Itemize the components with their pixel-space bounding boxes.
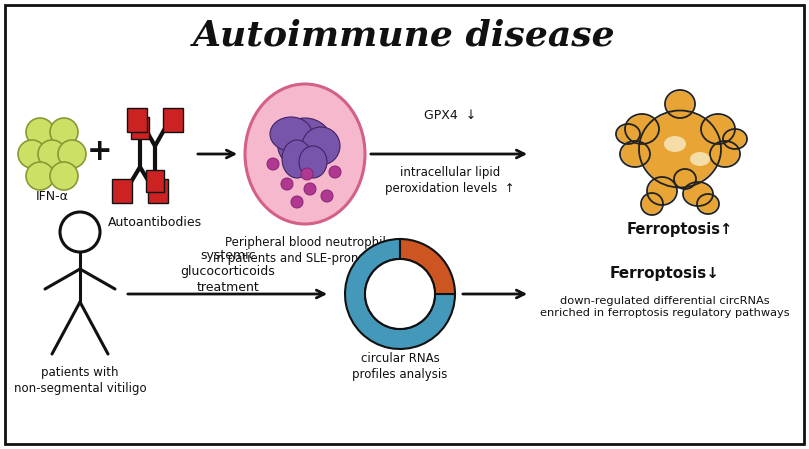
Ellipse shape (270, 117, 312, 151)
Ellipse shape (299, 146, 327, 178)
Text: Autoantibodies: Autoantibodies (108, 216, 202, 229)
Text: systemic
glucocorticoids
treatment: systemic glucocorticoids treatment (180, 249, 275, 294)
Wedge shape (345, 239, 455, 349)
Circle shape (304, 183, 316, 195)
Text: +: + (87, 137, 112, 167)
Ellipse shape (690, 152, 710, 166)
Ellipse shape (666, 91, 694, 117)
Ellipse shape (711, 142, 739, 166)
Circle shape (365, 259, 435, 329)
Ellipse shape (664, 136, 686, 152)
Text: IFN-α: IFN-α (36, 190, 69, 203)
Circle shape (58, 140, 86, 168)
Wedge shape (400, 239, 455, 294)
Text: Ferroptosis↑: Ferroptosis↑ (627, 222, 733, 237)
Circle shape (38, 140, 66, 168)
Text: Autoimmune disease: Autoimmune disease (193, 19, 616, 53)
Circle shape (60, 212, 100, 252)
Ellipse shape (702, 115, 734, 143)
Circle shape (50, 118, 78, 146)
Text: GPX4  ↓: GPX4 ↓ (424, 109, 477, 122)
Ellipse shape (282, 140, 312, 178)
Circle shape (50, 162, 78, 190)
Text: patients with
non-segmental vitiligo: patients with non-segmental vitiligo (14, 366, 146, 395)
Ellipse shape (640, 111, 720, 186)
Bar (148, 179, 168, 203)
Ellipse shape (698, 195, 718, 213)
Ellipse shape (302, 127, 340, 165)
Bar (163, 108, 183, 132)
Text: Ferroptosis↓: Ferroptosis↓ (610, 266, 720, 281)
Bar (127, 108, 147, 132)
Text: Peripheral blood neutrophil
in patients and SLE-prone mice: Peripheral blood neutrophil in patients … (213, 236, 397, 265)
Ellipse shape (621, 142, 649, 166)
Bar (112, 179, 132, 203)
Ellipse shape (617, 125, 639, 143)
Ellipse shape (724, 130, 746, 148)
Circle shape (329, 166, 341, 178)
Text: circular RNAs
profiles analysis: circular RNAs profiles analysis (352, 352, 447, 381)
Circle shape (26, 118, 54, 146)
Ellipse shape (642, 194, 662, 214)
Ellipse shape (684, 183, 712, 205)
Circle shape (281, 178, 293, 190)
Text: intracellular lipid
peroxidation levels  ↑: intracellular lipid peroxidation levels … (385, 166, 515, 195)
Ellipse shape (245, 84, 365, 224)
Bar (146, 170, 164, 192)
Circle shape (301, 168, 313, 180)
Ellipse shape (277, 118, 332, 170)
Circle shape (18, 140, 46, 168)
Circle shape (291, 196, 303, 208)
Ellipse shape (648, 178, 676, 204)
Ellipse shape (675, 170, 695, 188)
Circle shape (26, 162, 54, 190)
Circle shape (321, 190, 333, 202)
Circle shape (267, 158, 279, 170)
Text: down-regulated differential circRNAs
enriched in ferroptosis regulatory pathways: down-regulated differential circRNAs enr… (540, 296, 790, 318)
Ellipse shape (626, 115, 658, 143)
Bar (131, 117, 149, 139)
